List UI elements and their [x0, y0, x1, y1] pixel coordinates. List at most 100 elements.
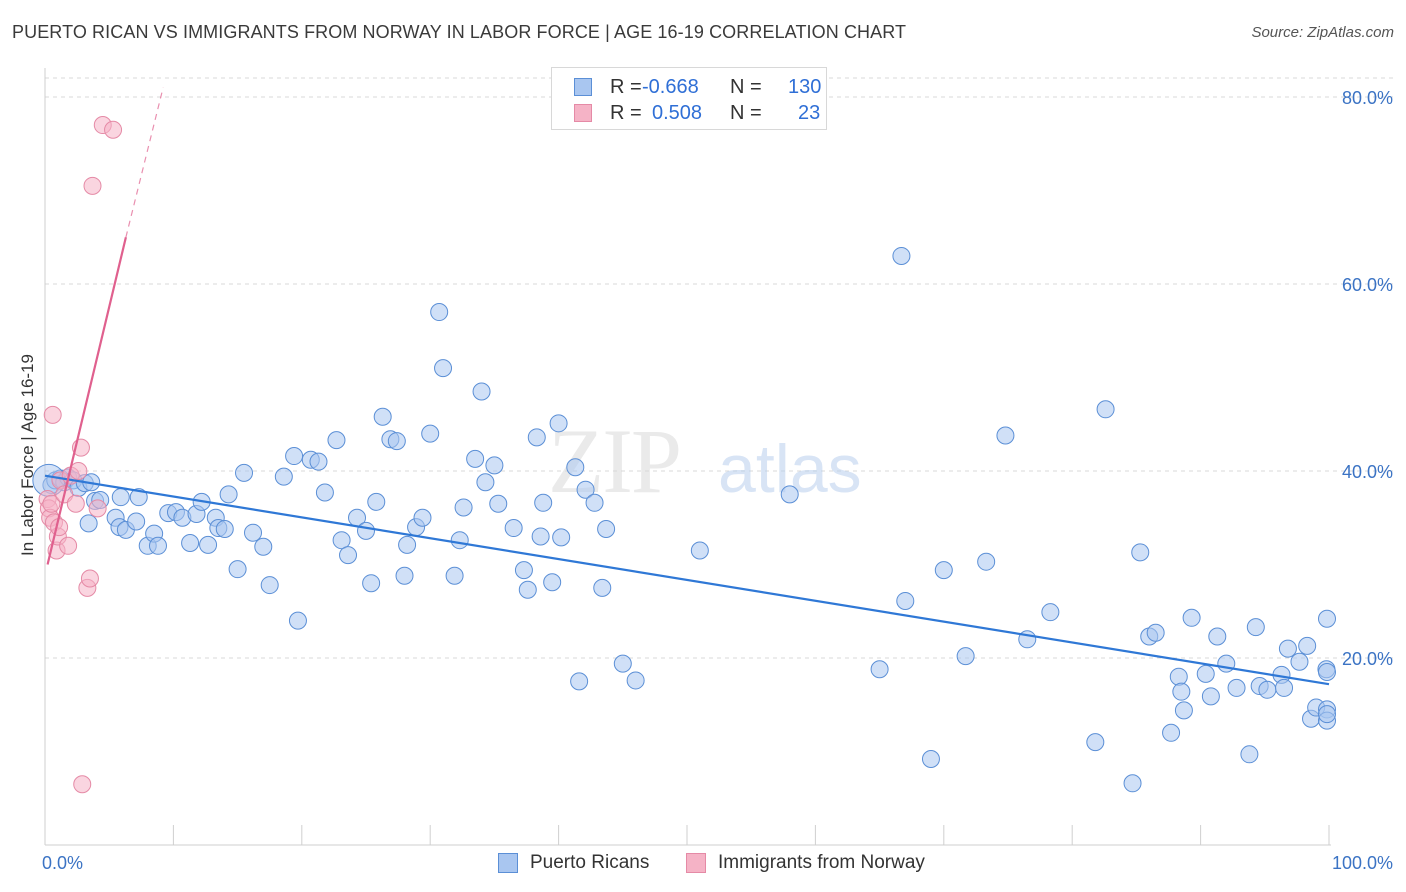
data-point-puerto-ricans: [1240, 745, 1259, 764]
data-point-puerto-ricans: [570, 672, 589, 691]
trend-line-puerto-ricans: [44, 474, 1330, 686]
data-point-puerto-ricans: [1146, 623, 1165, 642]
data-point-puerto-ricans: [288, 611, 307, 630]
data-point-puerto-ricans: [367, 492, 386, 511]
data-point-puerto-ricans: [260, 576, 279, 595]
data-point-norway: [73, 775, 92, 794]
data-point-puerto-ricans: [1174, 701, 1193, 720]
data-point-puerto-ricans: [514, 561, 533, 580]
y-tick-label: 60.0%: [1342, 275, 1393, 295]
data-point-norway: [83, 176, 102, 195]
data-point-puerto-ricans: [921, 749, 940, 768]
data-point-puerto-ricans: [1318, 609, 1336, 628]
data-point-puerto-ricans: [896, 591, 915, 610]
data-point-puerto-ricans: [1318, 663, 1336, 682]
data-point-puerto-ricans: [1096, 400, 1115, 419]
data-point-puerto-ricans: [1258, 680, 1277, 699]
legend-r-value: 0.508: [652, 102, 703, 124]
y-tick-label: 40.0%: [1342, 462, 1393, 482]
data-point-norway: [43, 405, 62, 424]
trend-lines: [44, 87, 1330, 686]
data-point-puerto-ricans: [215, 519, 234, 538]
data-point-puerto-ricans: [129, 488, 148, 507]
data-point-puerto-ricans: [870, 660, 889, 679]
series-puerto-ricans: [32, 246, 1336, 793]
data-point-puerto-ricans: [593, 578, 612, 597]
data-point-puerto-ricans: [489, 494, 508, 513]
data-point-puerto-ricans: [315, 483, 334, 502]
data-point-puerto-ricans: [626, 671, 645, 690]
legend-n-value: 23: [798, 102, 821, 124]
data-point-puerto-ricans: [309, 452, 328, 471]
x-tick-label: 100.0%: [1332, 853, 1393, 873]
data-point-puerto-ricans: [387, 432, 406, 451]
data-point-puerto-ricans: [1318, 705, 1336, 724]
data-point-puerto-ricans: [1182, 608, 1201, 627]
data-point-puerto-ricans: [892, 246, 911, 265]
data-point-puerto-ricans: [1275, 678, 1294, 697]
data-point-puerto-ricans: [534, 493, 553, 512]
x-tick-label: 0.0%: [42, 853, 83, 873]
data-point-norway: [88, 499, 107, 518]
data-point-puerto-ricans: [527, 428, 546, 447]
tick-labels: 20.0% 40.0% 60.0% 80.0% 0.0% 100.0%: [42, 88, 1393, 873]
bottom-legend-label: Immigrants from Norway: [718, 852, 925, 873]
data-point-puerto-ricans: [373, 407, 392, 426]
bottom-legend-label: Puerto Ricans: [530, 852, 650, 873]
legend-n-label: N =: [730, 102, 762, 124]
chart-title: PUERTO RICAN VS IMMIGRANTS FROM NORWAY I…: [12, 22, 907, 42]
data-point-puerto-ricans: [398, 535, 417, 554]
legend-r-label: R =: [610, 76, 642, 98]
data-point-puerto-ricans: [285, 447, 304, 466]
data-point-puerto-ricans: [79, 514, 98, 533]
data-point-puerto-ricans: [531, 527, 550, 546]
data-point-norway: [80, 569, 99, 588]
data-point-puerto-ricans: [1227, 678, 1246, 697]
data-point-puerto-ricans: [549, 414, 568, 433]
data-point-puerto-ricans: [1172, 682, 1191, 701]
data-point-puerto-ricans: [357, 521, 375, 540]
data-point-puerto-ricans: [780, 485, 799, 504]
data-point-puerto-ricans: [111, 488, 130, 507]
data-point-puerto-ricans: [1086, 733, 1105, 752]
data-point-puerto-ricans: [1290, 652, 1309, 671]
trend-line-norway-extension: [125, 87, 164, 238]
legend-r-label: R =: [610, 102, 642, 124]
data-point-puerto-ricans: [613, 654, 632, 673]
data-point-norway: [59, 536, 78, 555]
data-point-puerto-ricans: [228, 560, 247, 579]
data-point-puerto-ricans: [585, 493, 604, 512]
data-point-puerto-ricans: [1278, 639, 1297, 658]
data-point-puerto-ricans: [1246, 618, 1265, 637]
legend-n-label: N =: [730, 76, 762, 98]
data-point-puerto-ricans: [181, 533, 200, 552]
data-point-puerto-ricans: [466, 449, 485, 468]
data-point-puerto-ricans: [485, 456, 504, 475]
data-point-puerto-ricans: [597, 519, 616, 538]
legend-swatch-blue: [574, 78, 592, 96]
legend-swatch-pink: [574, 104, 592, 122]
bottom-legend-swatch-blue: [498, 853, 518, 873]
data-point-puerto-ricans: [219, 485, 238, 504]
data-point-puerto-ricans: [327, 431, 346, 450]
data-point-puerto-ricans: [956, 647, 975, 666]
watermark-zip: ZIP: [548, 410, 680, 512]
data-point-puerto-ricans: [274, 467, 293, 486]
data-point-puerto-ricans: [244, 523, 263, 542]
data-point-puerto-ricans: [450, 531, 469, 550]
data-point-norway: [104, 120, 123, 139]
gridlines: [45, 77, 1394, 659]
data-point-puerto-ricans: [1298, 636, 1317, 655]
stats-legend: R = -0.668 N = 130 R = 0.508 N = 23: [551, 67, 827, 130]
axes: [44, 68, 1331, 846]
data-point-puerto-ricans: [543, 573, 562, 592]
data-point-puerto-ricans: [430, 303, 449, 322]
data-point-puerto-ricans: [690, 541, 709, 560]
data-point-puerto-ricans: [576, 480, 595, 499]
data-point-puerto-ricans: [434, 359, 453, 378]
data-point-puerto-ricans: [235, 463, 254, 482]
data-point-puerto-ricans: [1162, 723, 1181, 742]
data-point-puerto-ricans: [977, 552, 996, 571]
data-point-puerto-ricans: [199, 535, 218, 554]
